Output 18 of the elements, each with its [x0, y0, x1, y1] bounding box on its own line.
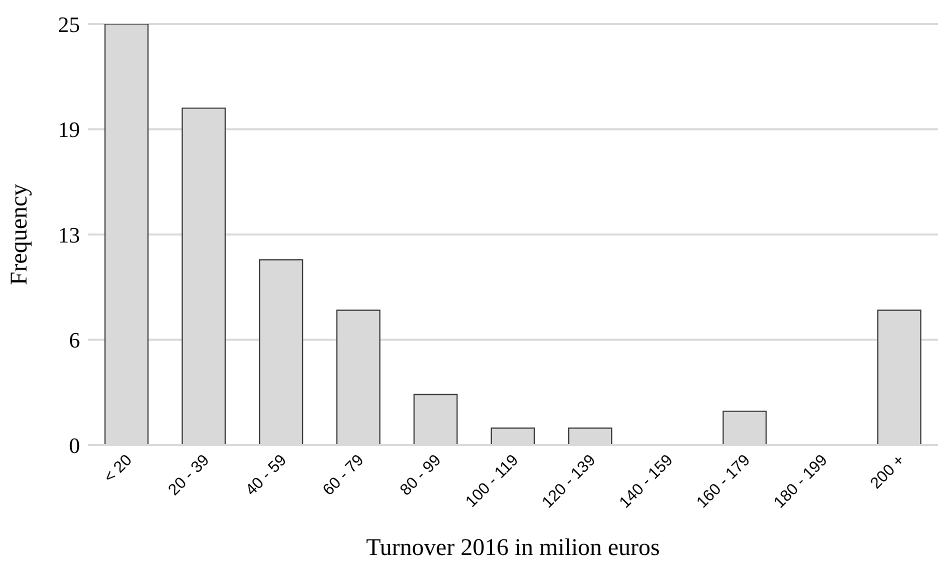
y-axis-title: Frequency: [6, 184, 33, 286]
y-tick-label: 0: [69, 432, 80, 458]
x-tick-label: < 20: [101, 452, 136, 486]
y-tick-label: 19: [58, 117, 80, 142]
y-tick-label: 13: [58, 222, 80, 248]
x-tick-label: 200 +: [868, 452, 908, 492]
x-tick-label: 120 - 139: [539, 452, 600, 512]
x-tick-label: 40 - 59: [242, 452, 290, 500]
x-axis-title: Turnover 2016 in milion euros: [366, 535, 660, 561]
x-tick-label: 20 - 39: [165, 452, 213, 500]
y-tick-label: 6: [69, 328, 80, 353]
x-tick-label: 100 - 119: [462, 452, 522, 511]
x-tick-label: 60 - 79: [320, 452, 368, 500]
x-tick-label: 160 - 179: [694, 452, 754, 512]
x-tick-label: 80 - 99: [397, 452, 445, 500]
x-tick-label: 140 - 159: [616, 452, 676, 512]
x-tick-label: 180 - 199: [771, 452, 831, 512]
y-tick-label: 25: [58, 12, 80, 37]
